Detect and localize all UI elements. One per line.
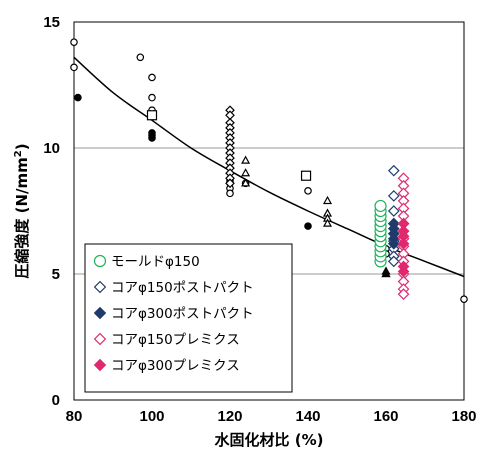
legend-marker-3 (93, 306, 107, 320)
x-tick-label: 120 (217, 408, 242, 425)
y-tick-label: 15 (43, 14, 60, 31)
legend-label-3: コアφ300ポストパクト (111, 306, 254, 322)
data-point-square-open (300, 170, 312, 181)
data-point-circle-open (70, 63, 78, 72)
legend-marker-2 (93, 280, 107, 294)
y-tick-label: 5 (52, 266, 60, 283)
legend-item-2: コアφ150ポストパクト (93, 280, 254, 296)
data-point-circle-open (148, 73, 156, 82)
legend: モールドφ150 コアφ150ポストパクトコアφ300ポストパクトコアφ150プレ… (84, 243, 293, 393)
data-point-triangle-open (241, 178, 251, 187)
data-point-circle-filled (304, 222, 312, 230)
y-tick-label: 10 (43, 140, 60, 157)
x-tick-label: 180 (451, 408, 476, 425)
y-axis-title-main: 圧縮強度 (N/mm (13, 157, 31, 278)
x-tick-label: 80 (66, 408, 83, 425)
data-point-series-2 (387, 255, 400, 268)
y-axis-title: 圧縮強度 (N/mm2) (13, 143, 31, 278)
legend-label-2: コアφ150ポストパクト (111, 280, 254, 296)
data-point-circle-open (460, 295, 468, 304)
legend-item-4: コアφ150プレミクス (93, 332, 240, 348)
legend-marker-4 (93, 332, 107, 346)
legend-marker-1 (93, 254, 107, 268)
x-tick-label: 100 (139, 408, 164, 425)
legend-marker-5 (93, 358, 107, 372)
data-point-circle-filled (148, 134, 156, 142)
legend-label-5: コアφ300プレミクス (111, 358, 240, 374)
data-point-series-1 (374, 199, 387, 213)
data-point-triangle-open (322, 218, 333, 227)
data-point-triangle-open (241, 155, 251, 164)
data-point-circle-open (304, 187, 312, 195)
legend-label-4: コアφ150プレミクス (111, 332, 240, 348)
data-point-series-4 (397, 288, 410, 301)
data-point-series-2 (387, 164, 400, 177)
legend-item-1: モールドφ150 (93, 254, 200, 270)
data-point-series-5 (397, 237, 410, 250)
data-point-series-5 (397, 265, 410, 278)
y-tick-labels: 0 5 10 15 (43, 14, 60, 409)
data-point-triangle-open (241, 168, 251, 177)
data-points (70, 38, 468, 304)
data-point-circle-open (136, 53, 145, 62)
data-point-diamond-open (225, 178, 235, 189)
legend-item-5: コアφ300プレミクス (93, 358, 240, 374)
data-point-circle-open (148, 93, 156, 102)
plot-area (73, 21, 465, 401)
y-axis-title-close: ) (13, 143, 31, 150)
data-point-circle-filled (74, 93, 82, 102)
data-point-triangle-filled (381, 268, 391, 278)
data-point-series-2 (387, 205, 400, 217)
x-tick-labels: 80 100 120 140 160 180 (66, 408, 477, 425)
data-point-circle-open (226, 189, 234, 198)
x-tick-label: 160 (373, 408, 398, 425)
x-axis-title: 水固化材比 (%) (215, 431, 324, 449)
x-tick-label: 140 (295, 408, 320, 425)
legend-label-1: モールドφ150 (111, 254, 200, 270)
data-point-circle-open (70, 38, 78, 46)
y-tick-label: 0 (52, 392, 60, 409)
data-point-triangle-open (322, 195, 333, 205)
data-point-series-2 (387, 190, 400, 202)
y-axis-title-superscript: 2 (13, 150, 24, 157)
data-point-series-3 (387, 237, 400, 250)
legend-item-3: コアφ300ポストパクト (93, 306, 254, 322)
data-point-square-open (146, 110, 158, 121)
legend-box (84, 243, 293, 393)
